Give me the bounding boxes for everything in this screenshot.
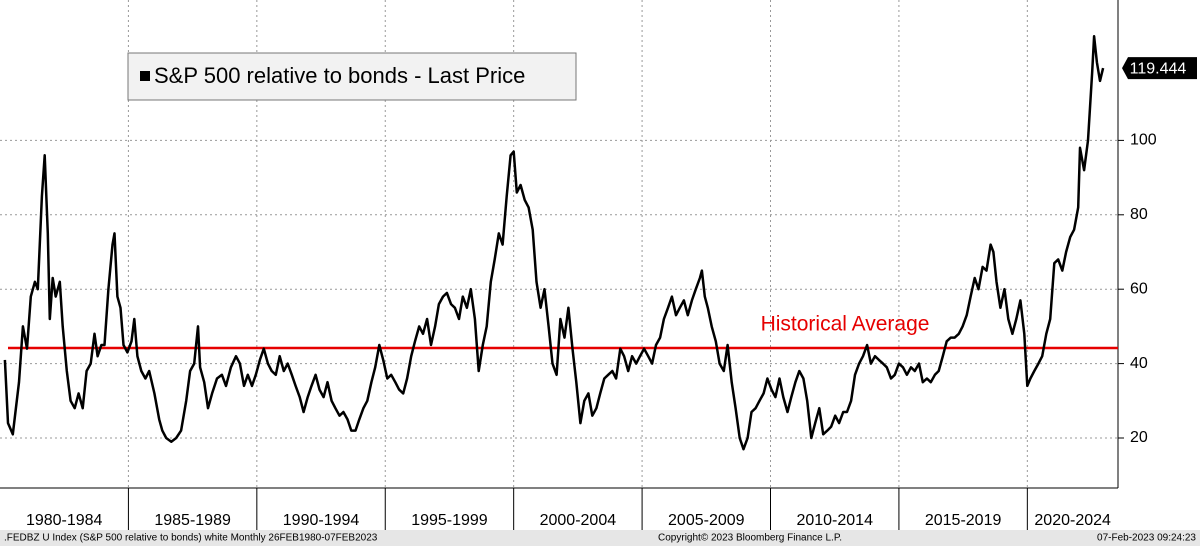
last-price-label: 119.444 xyxy=(1130,60,1187,77)
x-period-label: 1985-1989 xyxy=(154,512,231,529)
x-period-label: 2020-2024 xyxy=(1034,512,1111,529)
y-tick-label: 40 xyxy=(1130,355,1148,372)
legend-box xyxy=(127,52,577,101)
y-tick-label: 20 xyxy=(1130,429,1148,446)
x-period-label: 2010-2014 xyxy=(796,512,873,529)
x-period-label: 1995-1999 xyxy=(411,512,488,529)
y-tick-label: 60 xyxy=(1130,280,1148,297)
legend-label: S&P 500 relative to bonds - Last Price xyxy=(154,63,525,88)
x-period-label: 1980-1984 xyxy=(26,512,103,529)
reference-label: Historical Average xyxy=(761,313,930,336)
last-price-box xyxy=(1122,57,1197,80)
legend: S&P 500 relative to bonds - Last Price xyxy=(127,52,577,101)
footer-left: .FEDBZ U Index (S&P 500 relative to bond… xyxy=(4,533,378,544)
x-period-label: 2000-2004 xyxy=(540,512,617,529)
y-tick-label: 80 xyxy=(1130,206,1148,223)
legend-swatch xyxy=(140,71,150,81)
x-period-label: 1990-1994 xyxy=(283,512,360,529)
line xyxy=(3,34,1105,451)
footer-center: Copyright© 2023 Bloomberg Finance L.P. xyxy=(658,533,842,544)
footer-right: 07-Feb-2023 09:24:23 xyxy=(1097,533,1196,544)
x-period-label: 2015-2019 xyxy=(925,512,1002,529)
y-tick-label: 100 xyxy=(1130,132,1157,149)
x-period-label: 2005-2009 xyxy=(668,512,745,529)
footer-bar xyxy=(0,530,1200,546)
